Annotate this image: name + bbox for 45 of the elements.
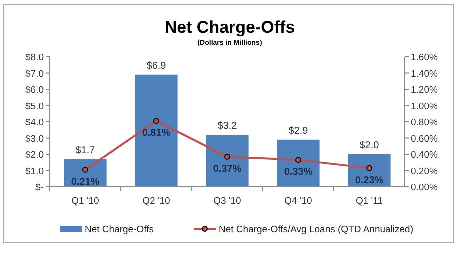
point: [224, 154, 230, 160]
legend-label: Net Charge-Offs/Avg Loans (QTD Annualized): [219, 224, 414, 236]
y2-tick-label: 1.40%: [411, 68, 438, 80]
x-tick-label: Q1 '11: [356, 196, 383, 207]
y-tick-label: $8.0: [26, 52, 44, 64]
y2-tick-label: 0.80%: [411, 118, 438, 128]
y-tick-label: $6.0: [26, 85, 44, 96]
legend-label: Net Charge-Offs: [85, 224, 154, 236]
y-tick-label: $7.0: [26, 68, 44, 80]
x-tick-label: Q3 '10: [214, 196, 242, 207]
data-label: $2.9: [288, 126, 309, 137]
y2-tick-label: 0.40%: [411, 150, 438, 161]
bar: [206, 135, 249, 187]
y-tick-label: $-: [36, 182, 44, 194]
y-tick-label: $1.0: [26, 166, 44, 178]
bar: [348, 154, 391, 187]
y2-tick-label: 0.00%: [411, 182, 438, 194]
data-label: $3.2: [218, 121, 238, 132]
chart-title: Net Charge-Offs: [164, 18, 296, 37]
bar: [277, 140, 320, 187]
y2-tick-label: 0.20%: [411, 166, 438, 178]
y2-tick-label: 0.60%: [411, 134, 438, 145]
y-tick-label: $5.0: [26, 101, 44, 112]
data-label: 0.21%: [71, 176, 100, 188]
y2-tick-label: 1.00%: [411, 101, 438, 112]
y2-tick-label: 1.20%: [411, 85, 438, 96]
data-label: 0.33%: [284, 167, 313, 178]
data-label: $1.7: [76, 145, 96, 156]
data-label: $6.9: [146, 60, 167, 72]
x-tick-label: Q1 '10: [72, 196, 100, 207]
bar: [135, 74, 178, 187]
y-tick-label: $3.0: [26, 134, 44, 145]
y-tick-label: $4.0: [26, 118, 44, 128]
point: [296, 157, 302, 164]
x-tick-label: Q2 '10: [142, 196, 170, 207]
y2-tick-label: 1.60%: [411, 52, 438, 64]
y-tick-label: $2.0: [26, 150, 44, 161]
x-tick-label: Q4 '10: [284, 196, 312, 207]
data-label: 0.81%: [142, 128, 171, 140]
point: [154, 118, 160, 124]
point: [366, 165, 372, 172]
data-label: 0.37%: [213, 164, 242, 175]
point: [82, 166, 88, 173]
data-label: $2.0: [360, 140, 380, 152]
data-label: 0.23%: [355, 175, 384, 186]
